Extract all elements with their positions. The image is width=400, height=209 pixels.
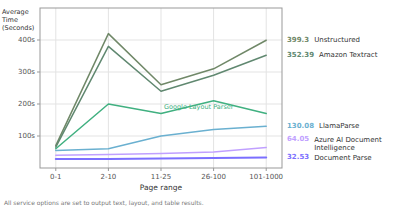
end-series-name: Azure AI DocumentIntelligence bbox=[314, 135, 382, 151]
series-name-line: Document Parse bbox=[314, 153, 372, 161]
grid-line-x bbox=[108, 8, 109, 168]
end-series-name: Document Parse bbox=[314, 153, 372, 161]
y-tick-label: 100s bbox=[18, 132, 35, 140]
y-tick bbox=[37, 72, 40, 73]
series-name-line: Amazon Textract bbox=[319, 51, 378, 59]
series-name-line: Unstructured bbox=[314, 36, 360, 44]
end-value-label: 130.08 bbox=[287, 122, 314, 130]
labels: 32.53 Document Parse 64.05 Azure AI Documen… bbox=[164, 36, 382, 161]
x-axis-label: Page range bbox=[140, 183, 183, 192]
series-name-line: LlamaParse bbox=[319, 122, 359, 130]
y-tick bbox=[37, 104, 40, 105]
series-line bbox=[56, 101, 266, 149]
y-tick bbox=[37, 40, 40, 41]
end-series-name: Unstructured bbox=[314, 36, 360, 44]
plot-frame bbox=[40, 8, 282, 168]
x-tick-label: 26-100 bbox=[201, 173, 226, 181]
series-line bbox=[56, 126, 266, 150]
end-value-label: 352.39 bbox=[287, 51, 314, 59]
footnote: All service options are set to output te… bbox=[4, 199, 204, 207]
end-series-name: Amazon Textract bbox=[319, 51, 378, 59]
x-tick bbox=[55, 168, 56, 171]
x-tick-label: 11-25 bbox=[151, 173, 171, 181]
y-tick bbox=[37, 136, 40, 137]
series-name-line: Intelligence bbox=[314, 143, 355, 151]
y-axis-label-line: Average bbox=[2, 8, 29, 16]
x-tick bbox=[266, 168, 267, 171]
chart: 100s 200s 300s 400s 0-1 2-10 11-25 26-100 101-10… bbox=[0, 0, 400, 209]
x-tick-label: 101-1000 bbox=[249, 173, 283, 181]
series-line bbox=[56, 46, 266, 147]
x-tick bbox=[108, 168, 109, 171]
end-value-label: 399.3 bbox=[287, 36, 309, 44]
end-series-name: LlamaParse bbox=[319, 122, 359, 130]
y-axis-label-line: (Seconds) bbox=[2, 24, 34, 32]
x-tick bbox=[161, 168, 162, 171]
y-tick-label: 300s bbox=[18, 68, 35, 76]
x-tick-label: 0-1 bbox=[50, 173, 61, 181]
y-axis-label-line: Time bbox=[1, 16, 18, 24]
series-annotation: Google Layout Parser bbox=[164, 103, 234, 111]
grid-line-x bbox=[266, 8, 267, 168]
y-tick-label: 400s bbox=[18, 36, 35, 44]
series-lines bbox=[56, 34, 266, 159]
grid bbox=[40, 8, 282, 168]
x-tick bbox=[213, 168, 214, 171]
y-tick-label: 200s bbox=[18, 100, 35, 108]
series-line bbox=[56, 148, 266, 156]
grid-line-x bbox=[161, 8, 162, 168]
x-tick-label: 2-10 bbox=[100, 173, 116, 181]
y-axis-label: AverageTime(Seconds) bbox=[1, 8, 34, 32]
end-value-label: 32.53 bbox=[287, 153, 309, 161]
end-value-label: 64.05 bbox=[287, 135, 309, 143]
grid-line-x bbox=[213, 8, 214, 168]
series-name-line: Azure AI Document bbox=[314, 135, 382, 143]
series-line bbox=[56, 158, 266, 159]
